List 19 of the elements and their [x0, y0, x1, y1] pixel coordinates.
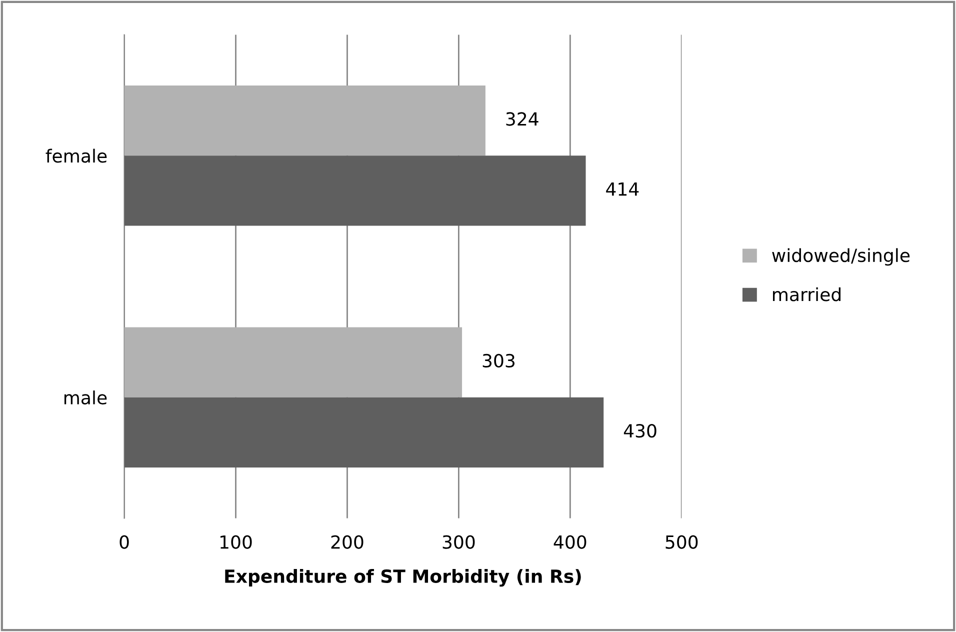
bar — [124, 86, 486, 156]
data-label: 324 — [506, 112, 538, 126]
data-label: 414 — [606, 182, 639, 196]
bar — [124, 397, 604, 468]
x-tick-label: 0 — [120, 535, 129, 549]
y-tick-label: female — [46, 148, 107, 163]
y-tick-label: male — [64, 390, 107, 404]
bar — [124, 156, 586, 226]
x-tick-label: 400 — [554, 535, 586, 549]
x-tick-label: 200 — [331, 535, 364, 549]
x-axis-title: Expenditure of ST Morbidity (in Rs) — [225, 569, 581, 587]
legend-label: married — [772, 287, 840, 302]
x-tick-label: 100 — [220, 535, 252, 549]
x-tick-label: 300 — [442, 535, 475, 549]
legend-label: widowed/single — [772, 248, 910, 266]
x-tick-label: 500 — [666, 535, 698, 549]
bar — [124, 327, 462, 398]
data-label: 303 — [482, 354, 514, 368]
data-label: 430 — [624, 424, 656, 438]
